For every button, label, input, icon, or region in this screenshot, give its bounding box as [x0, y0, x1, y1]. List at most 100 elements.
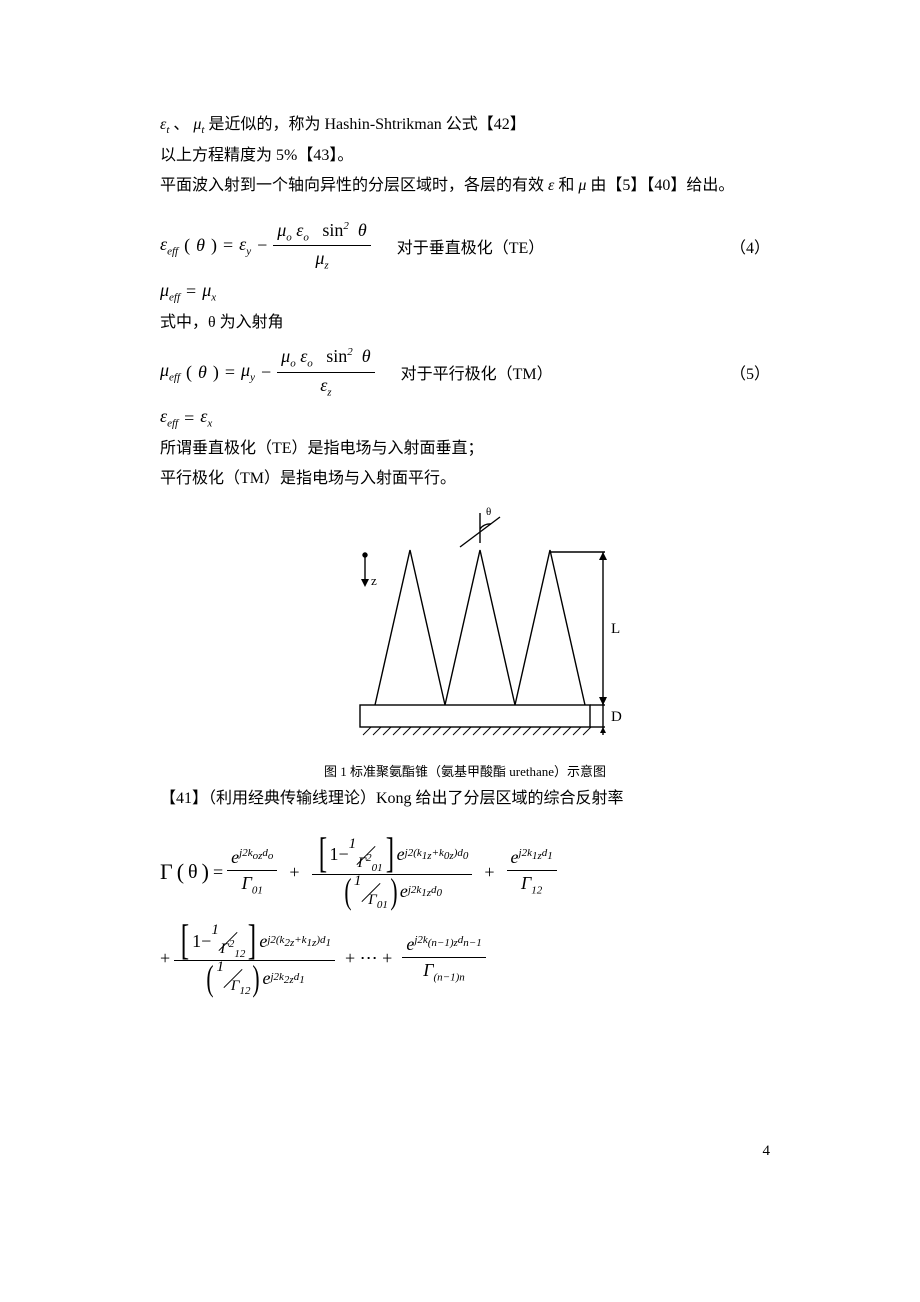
t4lp: ( — [207, 964, 214, 993]
equation-5: μeff ( θ ) = μy − μo εo sin2 θ εz 对于平行极化… — [160, 346, 770, 398]
te-line: 所谓垂直极化（TE）是指电场与入射面垂直； — [160, 434, 770, 464]
equation-4: εeff ( θ ) = εy − μo εo sin2 θ μz 对于垂直极化… — [160, 220, 770, 272]
t2a2: 1 — [354, 873, 362, 890]
e4-min: − — [257, 235, 267, 256]
e5-z: z — [327, 386, 331, 398]
e4-lp: ( — [184, 235, 190, 256]
t4k22: 2z — [284, 974, 294, 986]
figure-caption: 图 1 标准聚氨酯锥（氨基甲酸酯 urethane）示意图 — [160, 761, 770, 780]
paragraph-1: εt 、 μt 是近似的，称为 Hashin-Shtrikman 公式【42】 — [160, 110, 770, 141]
e4-y: y — [246, 246, 251, 258]
page-number: 4 — [763, 1143, 771, 1160]
G: Γ — [160, 859, 173, 884]
t1s: 01 — [252, 885, 263, 897]
sub-t1: t — [166, 124, 169, 136]
t2k12: 1z — [421, 887, 431, 899]
t2a: 1 — [349, 836, 357, 853]
e4-rp: ) — [211, 235, 217, 256]
figure-svg: θ z — [305, 505, 625, 755]
t2sf: 1Γ201 — [349, 840, 383, 870]
t4sf2: 1Γ12 — [216, 963, 250, 993]
e5-th2: θ — [362, 346, 371, 366]
Gth: θ — [188, 861, 198, 884]
t3e: e — [511, 847, 519, 867]
t4k1: 1z — [307, 937, 317, 949]
fig-L: L — [611, 621, 620, 637]
t1G: Γ — [242, 873, 252, 893]
e5-sin: sin — [326, 346, 347, 366]
e4-muo: μ — [277, 220, 286, 240]
t2g: Γ — [358, 855, 367, 871]
fig-z: z — [371, 573, 377, 588]
t1j: j — [239, 847, 242, 859]
t2s2: 01 — [377, 899, 388, 911]
gamma-eq-line2: + [ 1 − 1Γ212 ] ej2(k2z+k1z)d1 ( 1Γ12 ) … — [160, 925, 770, 994]
sym-eps2: ε — [548, 177, 554, 194]
p1: + — [289, 862, 299, 883]
t5k: (n−1)z — [428, 937, 458, 949]
eq5-line2: εeff = εx — [160, 406, 770, 430]
e5-muo: μ — [281, 346, 290, 366]
t2k0: 0z — [444, 850, 454, 862]
e4b-eq: = — [186, 281, 196, 302]
e4-sq: 2 — [343, 220, 349, 232]
eq5-note: 对于平行极化（TM） — [401, 360, 553, 384]
page: εt 、 μt 是近似的，称为 Hashin-Shtrikman 公式【42】 … — [0, 0, 920, 1200]
figure-1: θ z — [160, 505, 770, 755]
e5-lp: ( — [186, 362, 192, 383]
Glp: ( — [177, 859, 184, 885]
e4-eq: = — [223, 235, 233, 256]
text-3b: 由【5】【40】给出。 — [590, 177, 734, 194]
e4b-mu: μ — [160, 280, 169, 300]
t4rp: ) — [253, 964, 260, 993]
t2m: − — [339, 844, 349, 865]
e5-o2: o — [307, 358, 313, 370]
eq4-number: （4） — [730, 234, 770, 258]
t2lp: ( — [344, 877, 351, 906]
t2rb: ] — [385, 838, 393, 872]
t2e: e — [397, 844, 405, 865]
e5b-x: x — [207, 418, 212, 430]
sep-1: 、 — [173, 116, 193, 133]
e5-o1: o — [290, 358, 296, 370]
t4a: 1 — [211, 922, 219, 939]
paragraph-3: 平面波入射到一个轴向异性的分层区域时，各层的有效 ε 和 μ 由【5】【40】给… — [160, 171, 770, 201]
t4m: − — [201, 931, 211, 952]
fig-theta: θ — [486, 506, 491, 518]
t2g2: Γ — [368, 892, 377, 908]
e4-z: z — [324, 260, 328, 272]
eq5-number: （5） — [730, 360, 770, 384]
t2k1: 1z — [422, 850, 432, 862]
sub-t2: t — [201, 124, 204, 136]
sym-mu2: μ — [578, 177, 586, 194]
p3: + — [160, 948, 170, 969]
t4s: 12 — [234, 948, 245, 960]
term2: [ 1 − 1Γ201 ] ej2(k1z+k0z)d0 ( 1Γ01 ) ej… — [312, 838, 473, 907]
e4-th2: θ — [358, 220, 367, 240]
t2rp: ) — [390, 877, 397, 906]
t1oz: oz — [253, 851, 263, 863]
e5-muy: μ — [241, 360, 250, 380]
eq5-body: μeff ( θ ) = μy − μo εo sin2 θ εz 对于平行极化… — [160, 346, 553, 398]
text-3a: 平面波入射到一个轴向异性的分层区域时，各层的有效 — [160, 177, 548, 194]
kong-line: 【41】（利用经典传输线理论）Kong 给出了分层区域的综合反射率 — [160, 784, 770, 814]
tm-line: 平行极化（TM）是指电场与入射面平行。 — [160, 464, 770, 494]
t2-1: 1 — [330, 844, 339, 865]
e5b-eq: = — [184, 408, 194, 429]
e4-eff: eff — [167, 246, 178, 258]
term5: ej2k(n−1)zdn−1 Γ(n−1)n — [402, 934, 485, 984]
t4sf: 1Γ212 — [211, 926, 245, 956]
t4rb: ] — [248, 925, 256, 959]
e4-o1: o — [286, 231, 292, 243]
term3: ej2k1zd1 Γ12 — [507, 847, 557, 897]
e4b-mux: μ — [202, 280, 211, 300]
e5-eq: = — [225, 362, 235, 383]
dots: + ⋯ + — [345, 948, 392, 969]
t5G: Γ — [423, 960, 433, 980]
t2e2: e — [400, 881, 408, 902]
t1do: o — [268, 851, 274, 863]
fig-D: D — [611, 709, 622, 725]
e5-rp: ) — [213, 362, 219, 383]
t4a2: 1 — [216, 959, 224, 976]
e5-eff: eff — [169, 372, 180, 384]
